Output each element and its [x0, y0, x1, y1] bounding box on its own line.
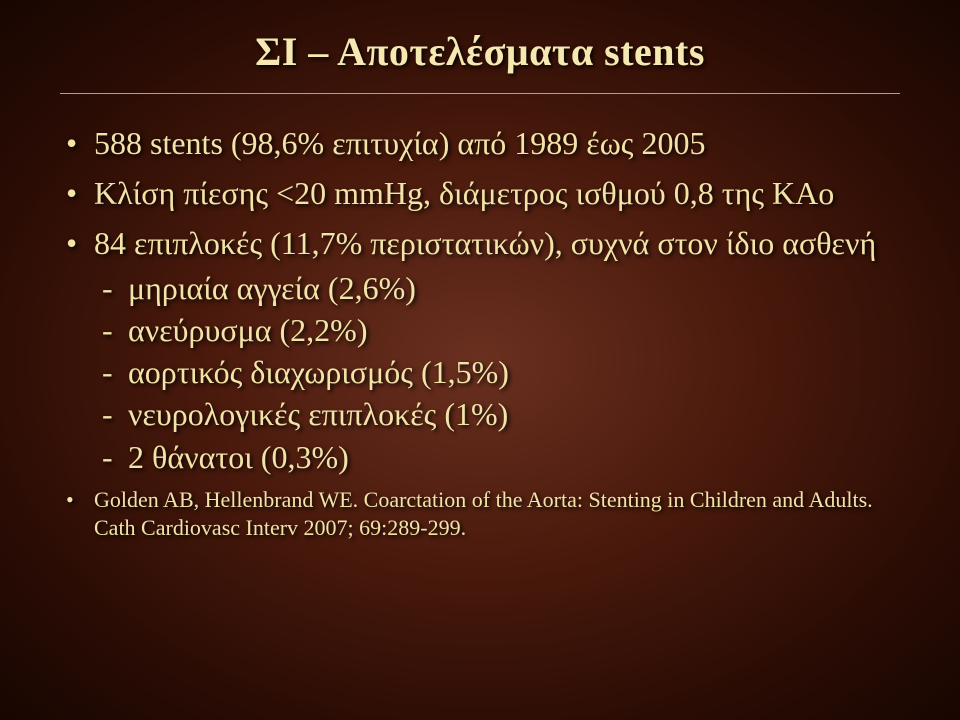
sub-list: μηριαία αγγεία (2,6%) ανεύρυσμα (2,2%) α…	[94, 267, 900, 478]
sub-item: 2 θάνατοι (0,3%)	[94, 436, 900, 478]
bullet-item: 588 stents (98,6% επιτυχία) από 1989 έως…	[60, 122, 900, 164]
bullet-list: 588 stents (98,6% επιτυχία) από 1989 έως…	[60, 122, 900, 543]
reference-item: Golden AB, Hellenbrand WE. Coarctation o…	[60, 486, 900, 543]
bullet-item: Κλίση πίεσης <20 mmHg, διάμετρος ισθμού …	[60, 172, 900, 214]
sub-item: μηριαία αγγεία (2,6%)	[94, 267, 900, 309]
sub-item: ανεύρυσμα (2,2%)	[94, 309, 900, 351]
bullet-item: 84 επιπλοκές (11,7% περιστατικών), συχνά…	[60, 222, 900, 477]
title-divider	[60, 93, 900, 94]
slide: ΣΙ – Αποτελέσματα stents 588 stents (98,…	[0, 0, 960, 720]
sub-item: αορτικός διαχωρισμός (1,5%)	[94, 351, 900, 393]
bullet-text: 84 επιπλοκές (11,7% περιστατικών), συχνά…	[94, 225, 876, 261]
sub-item: νευρολογικές επιπλοκές (1%)	[94, 393, 900, 435]
slide-title: ΣΙ – Αποτελέσματα stents	[60, 28, 900, 75]
